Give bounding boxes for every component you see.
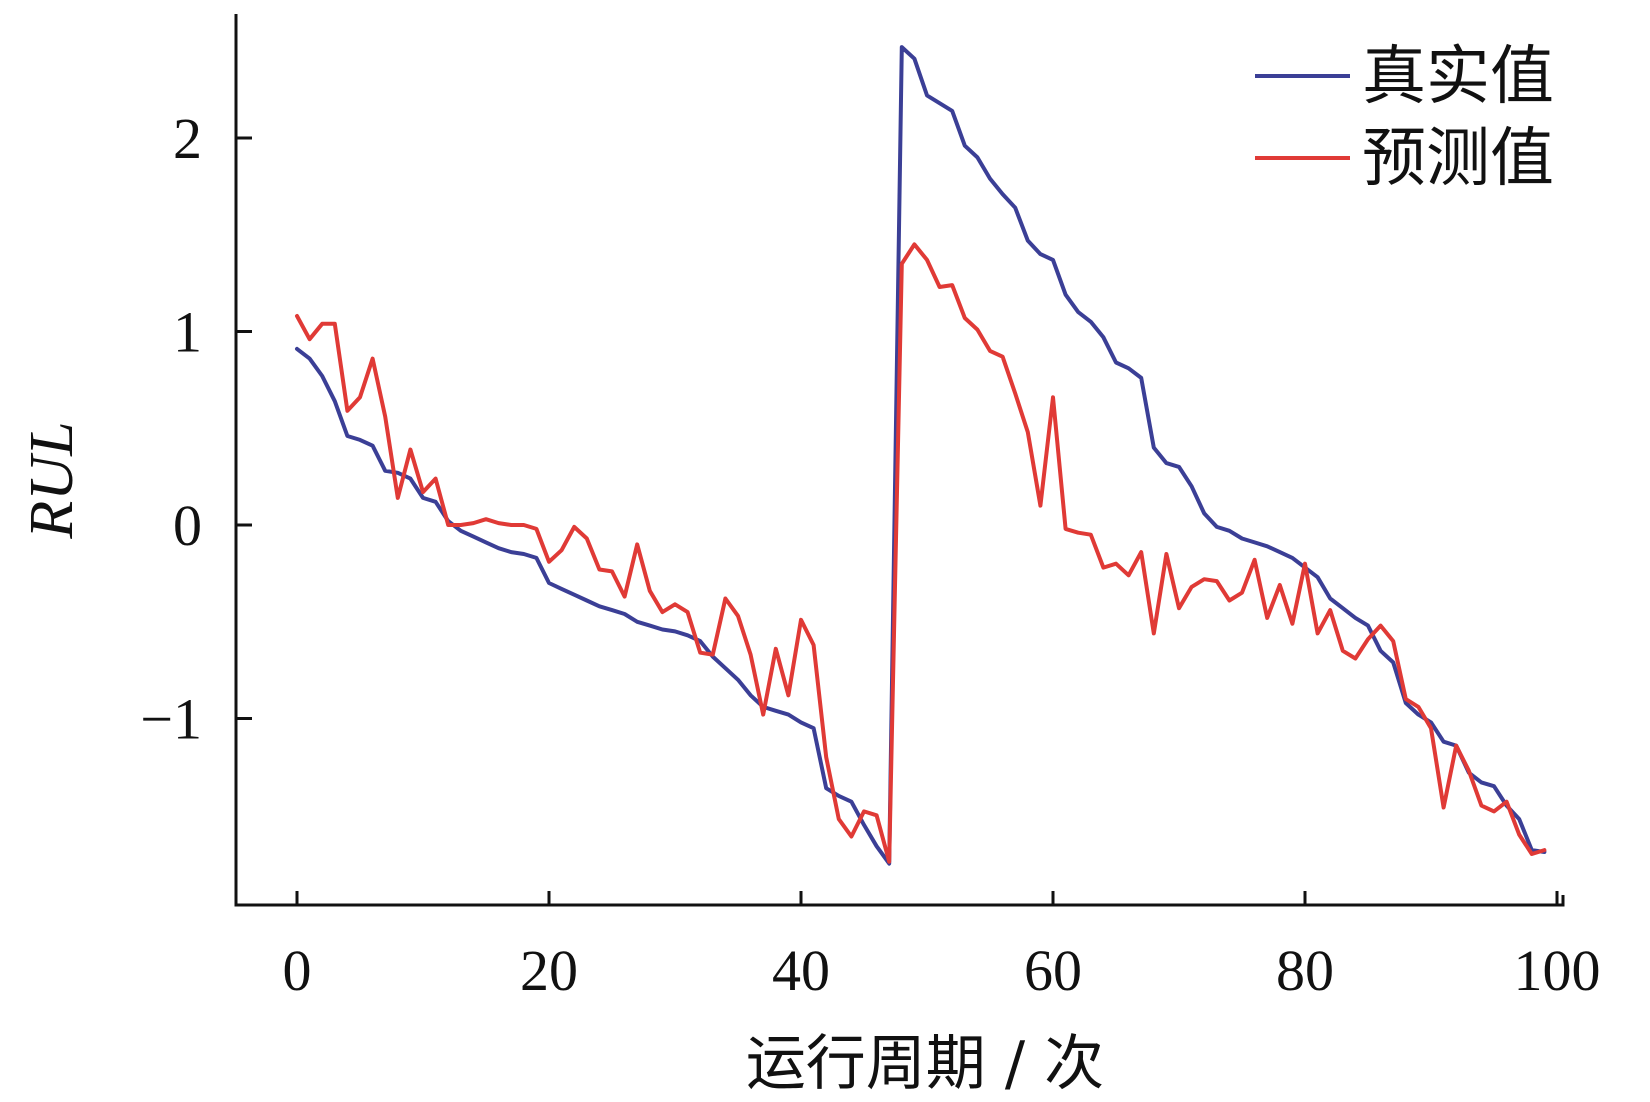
series-lines — [295, 45, 1547, 866]
legend: 真实值 预测值 — [1255, 40, 1554, 196]
legend-label-true: 真实值 — [1362, 40, 1554, 114]
x-axis-ticks: 0 20 40 60 80 100 — [283, 891, 1601, 1003]
x-tick-label: 100 — [1514, 938, 1601, 1003]
series-line-pred — [295, 242, 1547, 864]
x-tick-label: 40 — [772, 938, 830, 1003]
y-tick-label: 1 — [173, 300, 202, 365]
x-tick-label: 60 — [1024, 938, 1082, 1003]
y-tick-label: 2 — [173, 106, 202, 171]
x-tick-label: 20 — [520, 938, 578, 1003]
y-axis-title: RUL — [18, 421, 86, 539]
x-tick-label: 80 — [1276, 938, 1334, 1003]
x-tick-label: 0 — [283, 938, 312, 1003]
y-tick-label: −1 — [140, 687, 202, 752]
y-axis-ticks: 2 1 0 −1 — [140, 106, 252, 752]
legend-label-pred: 预测值 — [1362, 122, 1554, 196]
x-axis-title: 运行周期 / 次 — [746, 1029, 1104, 1099]
series-line-true — [295, 45, 1547, 866]
y-tick-label: 0 — [173, 493, 202, 558]
axis-frame — [234, 14, 1565, 907]
